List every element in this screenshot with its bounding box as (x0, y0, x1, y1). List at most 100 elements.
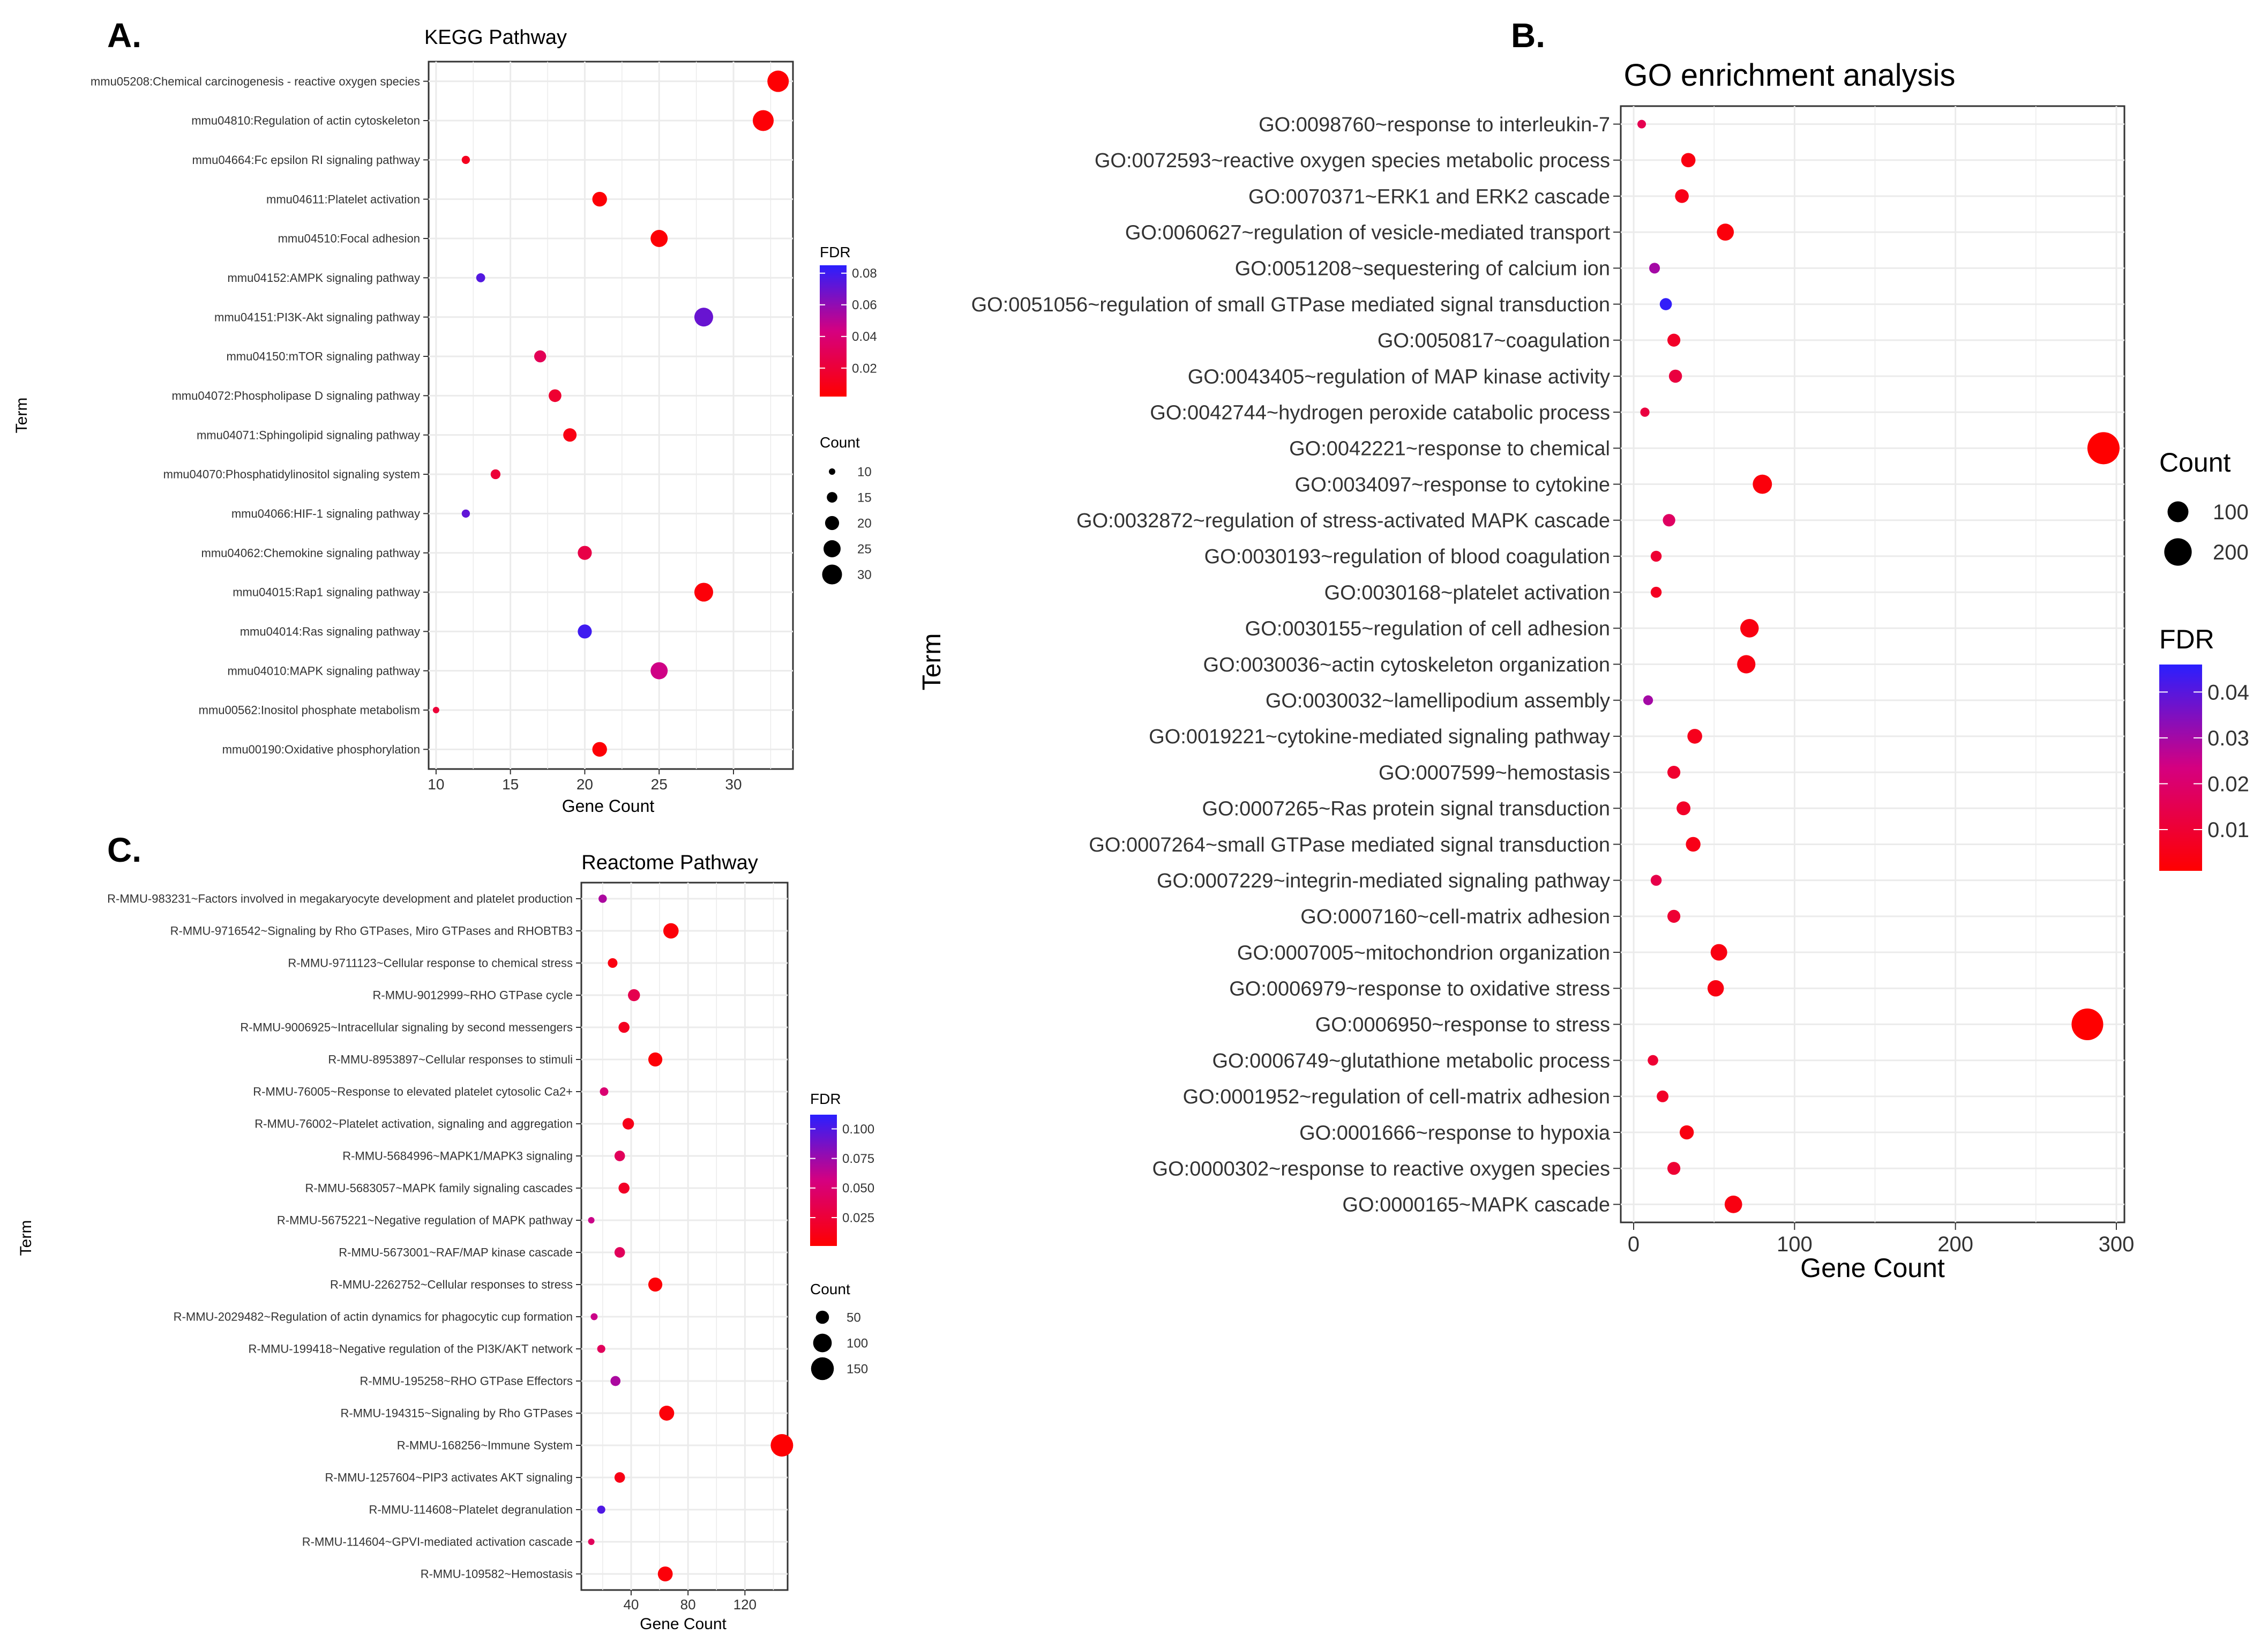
count-legend-dot (815, 1310, 829, 1324)
y-tick-labels: R-MMU-983231~Factors involved in megakar… (107, 892, 581, 1581)
data-point: R-MMU-76005~Response to elevated platele… (600, 1087, 609, 1096)
x-tick-label: 30 (725, 776, 742, 793)
panel-a: A. KEGG Pathway mmu05208:Chemical carcin… (13, 16, 877, 816)
y-tick-label: GO:0019221~cytokine-mediated signaling p… (1149, 726, 1610, 748)
y-tick-label: R-MMU-9006925~Intracellular signaling by… (240, 1021, 573, 1034)
x-tick-label: 80 (680, 1596, 696, 1613)
fdr-tick-label: 0.03 (2207, 727, 2249, 750)
data-point: GO:0007265~Ras protein signal transducti… (1676, 801, 1691, 816)
x-axis-label: Gene Count (1800, 1253, 1945, 1283)
x-axis-label: Gene Count (640, 1615, 727, 1633)
fdr-legend: FDR 0.100 0.075 0.050 0.025 (810, 1091, 874, 1246)
y-tick-labels: GO:0098760~response to interleukin-7 GO:0… (971, 114, 1621, 1216)
y-axis-label: Term (918, 633, 946, 691)
data-point: R-MMU-9711123~Cellular response to chemi… (608, 958, 618, 968)
y-tick-label: GO:0042221~response to chemical (1289, 438, 1610, 460)
data-point: R-MMU-199418~Negative regulation of the … (597, 1345, 605, 1353)
panel-label: A. (107, 16, 141, 55)
count-legend: Count 100 200 (2159, 447, 2249, 566)
data-point: mmu04071:Sphingolipid signaling pathway … (563, 428, 577, 442)
data-point: GO:0051208~sequestering of calcium ion —… (1649, 263, 1660, 274)
data-point: GO:0072593~reactive oxygen species metab… (1681, 153, 1696, 168)
panel-label: C. (107, 831, 141, 869)
y-tick-label: GO:0030036~actin cytoskeleton organizati… (1203, 654, 1610, 676)
data-point: GO:0007264~small GTPase mediated signal … (1686, 837, 1701, 852)
y-tick-label: GO:0098760~response to interleukin-7 (1259, 114, 1610, 136)
data-point: R-MMU-983231~Factors involved in megakar… (598, 894, 607, 903)
y-tick-label: R-MMU-114608~Platelet degranulation (369, 1503, 573, 1517)
fdr-tick-label: 0.04 (852, 330, 877, 344)
y-tick-label: mmu04070:Phosphatidylinositol signaling … (163, 468, 420, 481)
y-tick-label: mmu04014:Ras signaling pathway (240, 625, 420, 638)
data-point: GO:0000302~response to reactive oxygen s… (1667, 1162, 1681, 1175)
count-legend: Count 50 100 150 (810, 1281, 868, 1380)
count-legend: Count 10 15 20 25 30 (820, 434, 872, 585)
x-tick-label: 10 (428, 776, 444, 793)
fdr-tick-label: 0.025 (842, 1211, 874, 1225)
data-point: R-MMU-5675221~Negative regulation of MAP… (588, 1217, 595, 1223)
panel-c: C. Reactome Pathway R-MMU-983231~Factors… (17, 831, 874, 1633)
x-axis-label: Gene Count (562, 796, 655, 816)
fdr-tick-label: 0.04 (2207, 681, 2249, 704)
y-tick-label: GO:0030193~regulation of blood coagulati… (1204, 546, 1610, 568)
data-point: GO:0006979~response to oxidative stress … (1707, 980, 1724, 997)
chart-title: Reactome Pathway (581, 852, 758, 874)
count-entries: 100 200 (2164, 501, 2249, 566)
data-point: GO:0007005~mitochondrion organization — … (1710, 944, 1727, 961)
y-tick-label: GO:0007599~hemostasis (1379, 762, 1610, 784)
data-point: GO:0000165~MAPK cascade — count 62, FDR … (1724, 1196, 1742, 1213)
x-tick-label: 0 (1628, 1233, 1640, 1256)
fdr-tick-label: 0.050 (842, 1181, 874, 1196)
data-point: mmu04150:mTOR signaling pathway — count … (534, 350, 547, 363)
data-point: GO:0070371~ERK1 and ERK2 cascade — count… (1675, 189, 1689, 203)
data-point: mmu04070:Phosphatidylinositol signaling … (490, 469, 501, 480)
y-tick-label: mmu04071:Sphingolipid signaling pathway (197, 428, 420, 442)
x-ticks: 40 80 120 (623, 1590, 757, 1613)
count-legend-dot (829, 468, 835, 475)
count-legend-dot (813, 1333, 832, 1353)
fdr-tick-label: 0.02 (852, 361, 877, 376)
data-point: R-MMU-5673001~RAF/MAP kinase cascade — c… (614, 1247, 625, 1258)
x-tick-label: 120 (733, 1596, 757, 1613)
y-tick-label: mmu04151:PI3K-Akt signaling pathway (214, 310, 420, 324)
y-tick-label: GO:0006749~glutathione metabolic process (1212, 1050, 1610, 1072)
y-tick-label: R-MMU-2262752~Cellular responses to stre… (330, 1278, 573, 1292)
data-point: mmu00562:Inositol phosphate metabolism —… (432, 707, 439, 713)
fdr-tick-label: 0.01 (2207, 818, 2249, 842)
fdr-legend-title: FDR (810, 1091, 841, 1107)
y-tick-label: GO:0030032~lamellipodium assembly (1266, 690, 1610, 712)
data-point: GO:0043405~regulation of MAP kinase acti… (1668, 369, 1682, 383)
y-tick-label: R-MMU-199418~Negative regulation of the … (248, 1342, 573, 1356)
data-point: GO:0019221~cytokine-mediated signaling p… (1687, 729, 1702, 744)
data-point: mmu04810:Regulation of actin cytoskeleto… (752, 110, 774, 131)
y-tick-label: GO:0000302~response to reactive oxygen s… (1152, 1158, 1610, 1181)
y-tick-label: R-MMU-114604~GPVI-mediated activation ca… (302, 1535, 573, 1549)
data-point: GO:0001952~regulation of cell-matrix adh… (1657, 1090, 1669, 1102)
data-point: R-MMU-8953897~Cellular responses to stim… (648, 1052, 663, 1067)
count-legend-label: 200 (2213, 541, 2249, 564)
x-ticks: 0 100 200 300 (1628, 1222, 2134, 1256)
x-tick-label: 15 (502, 776, 519, 793)
data-point: R-MMU-76002~Platelet activation, signali… (622, 1118, 634, 1130)
data-point: GO:0042744~hydrogen peroxide catabolic p… (1640, 407, 1650, 417)
count-legend-title: Count (2159, 447, 2231, 477)
count-legend-label: 25 (857, 542, 872, 556)
data-point: R-MMU-5684996~MAPK1/MAPK3 signaling — co… (614, 1151, 625, 1161)
plot-area: GO:0098760~response to interleukin-7 GO:0… (971, 105, 2134, 1256)
fdr-ticks: 0.04 0.03 0.02 0.01 (2159, 681, 2249, 842)
y-tick-label: GO:0072593~reactive oxygen species metab… (1095, 150, 1610, 172)
y-tick-label: mmu00562:Inositol phosphate metabolism (199, 704, 420, 717)
data-point: R-MMU-9006925~Intracellular signaling by… (618, 1021, 630, 1033)
y-tick-label: R-MMU-1257604~PIP3 activates AKT signali… (325, 1471, 573, 1484)
y-axis-label: Term (17, 1220, 35, 1256)
data-point: mmu04072:Phospholipase D signaling pathw… (549, 389, 562, 402)
data-point: mmu04664:Fc epsilon RI signaling pathway… (461, 155, 470, 164)
data-point: GO:0098760~response to interleukin-7 — c… (1637, 120, 1646, 129)
fdr-colorbar (2159, 665, 2202, 871)
y-tick-label: mmu04015:Rap1 signaling pathway (233, 586, 420, 599)
y-tick-label: R-MMU-5683057~MAPK family signaling casc… (305, 1182, 573, 1195)
data-point: GO:0030168~platelet activation — count 1… (1650, 586, 1662, 598)
count-entries: 50 100 150 (811, 1310, 868, 1380)
data-point: GO:0034097~response to cytokine — count … (1753, 474, 1772, 494)
data-point: R-MMU-2029482~Regulation of actin dynami… (590, 1313, 598, 1320)
